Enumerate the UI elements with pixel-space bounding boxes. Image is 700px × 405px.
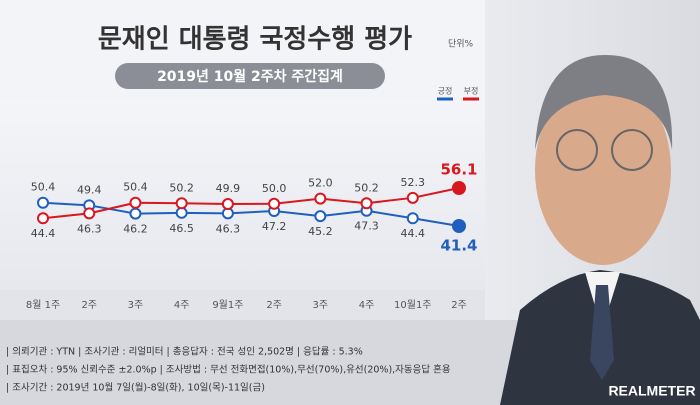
data-label: 50.2 [354,181,379,194]
point [314,210,327,223]
legend-label: 부정 [464,86,479,96]
data-label: 45.2 [308,225,333,238]
point [406,212,419,225]
point [83,207,96,220]
x-tick-label: 4주 [359,300,375,311]
tie [590,285,614,380]
point [452,181,466,195]
data-label: 49.9 [216,182,241,195]
data-label: 50.2 [169,181,194,194]
glasses [556,129,598,171]
glasses [611,129,653,171]
data-label: 46.3 [77,222,102,235]
data-label: 46.2 [123,223,148,236]
data-label: 49.4 [77,183,102,196]
footer-line: | 조사기간 : 2019년 10월 7일(월)-8일(화), 10일(목)-1… [6,382,265,394]
axis-strip [0,290,485,320]
line [42,187,460,220]
point [129,207,142,220]
x-tick-label: 4주 [174,300,190,311]
data-label: 44.4 [401,227,426,240]
data-label: 47.2 [262,220,287,233]
data-label: 52.3 [401,176,426,189]
data-label: 56.1 [440,161,477,179]
point [37,212,49,225]
logo: REALMETER [608,383,695,399]
point [129,196,142,209]
data-label: 52.0 [308,177,333,190]
data-label: 46.5 [169,222,194,235]
point [175,197,188,210]
x-tick-label: 8월 1주 [26,299,60,311]
x-tick-label: 9월1주 [212,299,243,311]
data-label: 41.4 [440,237,477,255]
hair [535,55,673,150]
plot-area [0,100,485,290]
data-label: 50.4 [31,181,56,194]
point [37,196,49,209]
footer-line: | 의뢰기관 : YTN | 조사기관 : 리얼미터 | 총응답자 : 전국 성… [6,346,363,358]
x-tick-label: 2주 [451,300,467,311]
point [360,197,373,210]
point [406,191,419,204]
point [452,219,466,233]
photo [485,0,700,405]
face [535,75,671,265]
point [314,192,327,205]
point [175,206,188,219]
x-tick-label: 3주 [128,300,144,311]
footer-line: | 표집오차 : 95% 신뢰수준 ±2.0%p | 조사방법 : 무선 전화면… [6,364,451,376]
point [268,197,281,210]
data-label: 47.3 [354,220,379,233]
legend-label: 긍정 [438,86,453,96]
x-tick-label: 3주 [313,300,329,311]
data-label: 50.0 [262,182,287,195]
data-label: 44.4 [31,227,56,240]
point [221,198,234,211]
subtitle: 2019년 10월 2주차 주간집계 [157,68,343,85]
unit-label: 단위% [448,39,474,50]
line [42,201,460,227]
x-tick-label: 2주 [266,300,282,311]
x-tick-label: 2주 [81,300,97,311]
subtitle-pill [115,63,385,89]
data-label: 50.4 [123,181,148,194]
chart-title: 문재인 대통령 국정수행 평가 [98,25,412,55]
data-label: 46.3 [216,222,241,235]
x-tick-label: 10월1주 [394,299,432,311]
